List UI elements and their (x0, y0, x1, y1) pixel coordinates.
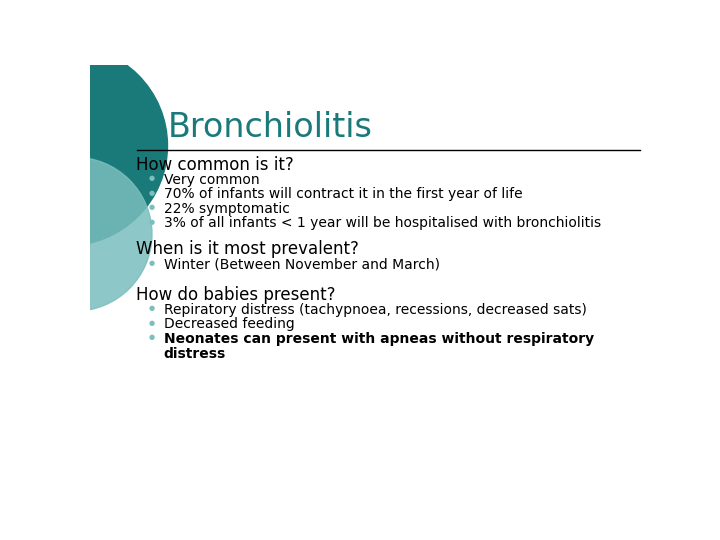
Text: Repiratory distress (tachypnoea, recessions, decreased sats): Repiratory distress (tachypnoea, recessi… (163, 303, 587, 317)
Text: When is it most prevalent?: When is it most prevalent? (137, 240, 359, 258)
Text: ●: ● (149, 320, 155, 326)
Text: ●: ● (149, 175, 155, 181)
Text: Bronchiolitis: Bronchiolitis (168, 111, 372, 144)
Text: distress: distress (163, 347, 226, 361)
Text: ●: ● (149, 305, 155, 311)
Text: ●: ● (149, 334, 155, 340)
Circle shape (0, 157, 152, 311)
Text: ●: ● (149, 204, 155, 210)
Text: ●: ● (149, 190, 155, 195)
Text: Winter (Between November and March): Winter (Between November and March) (163, 257, 440, 271)
Circle shape (0, 45, 168, 246)
Text: Neonates can present with apneas without respiratory: Neonates can present with apneas without… (163, 332, 594, 346)
Text: Decreased feeding: Decreased feeding (163, 318, 294, 332)
Text: 22% symptomatic: 22% symptomatic (163, 202, 289, 216)
Text: Very common: Very common (163, 173, 259, 187)
Text: 70% of infants will contract it in the first year of life: 70% of infants will contract it in the f… (163, 187, 522, 201)
Text: How do babies present?: How do babies present? (137, 286, 336, 304)
Text: How common is it?: How common is it? (137, 156, 294, 174)
Text: ●: ● (149, 260, 155, 266)
Text: ●: ● (149, 219, 155, 225)
Text: 3% of all infants < 1 year will be hospitalised with bronchiolitis: 3% of all infants < 1 year will be hospi… (163, 217, 600, 231)
